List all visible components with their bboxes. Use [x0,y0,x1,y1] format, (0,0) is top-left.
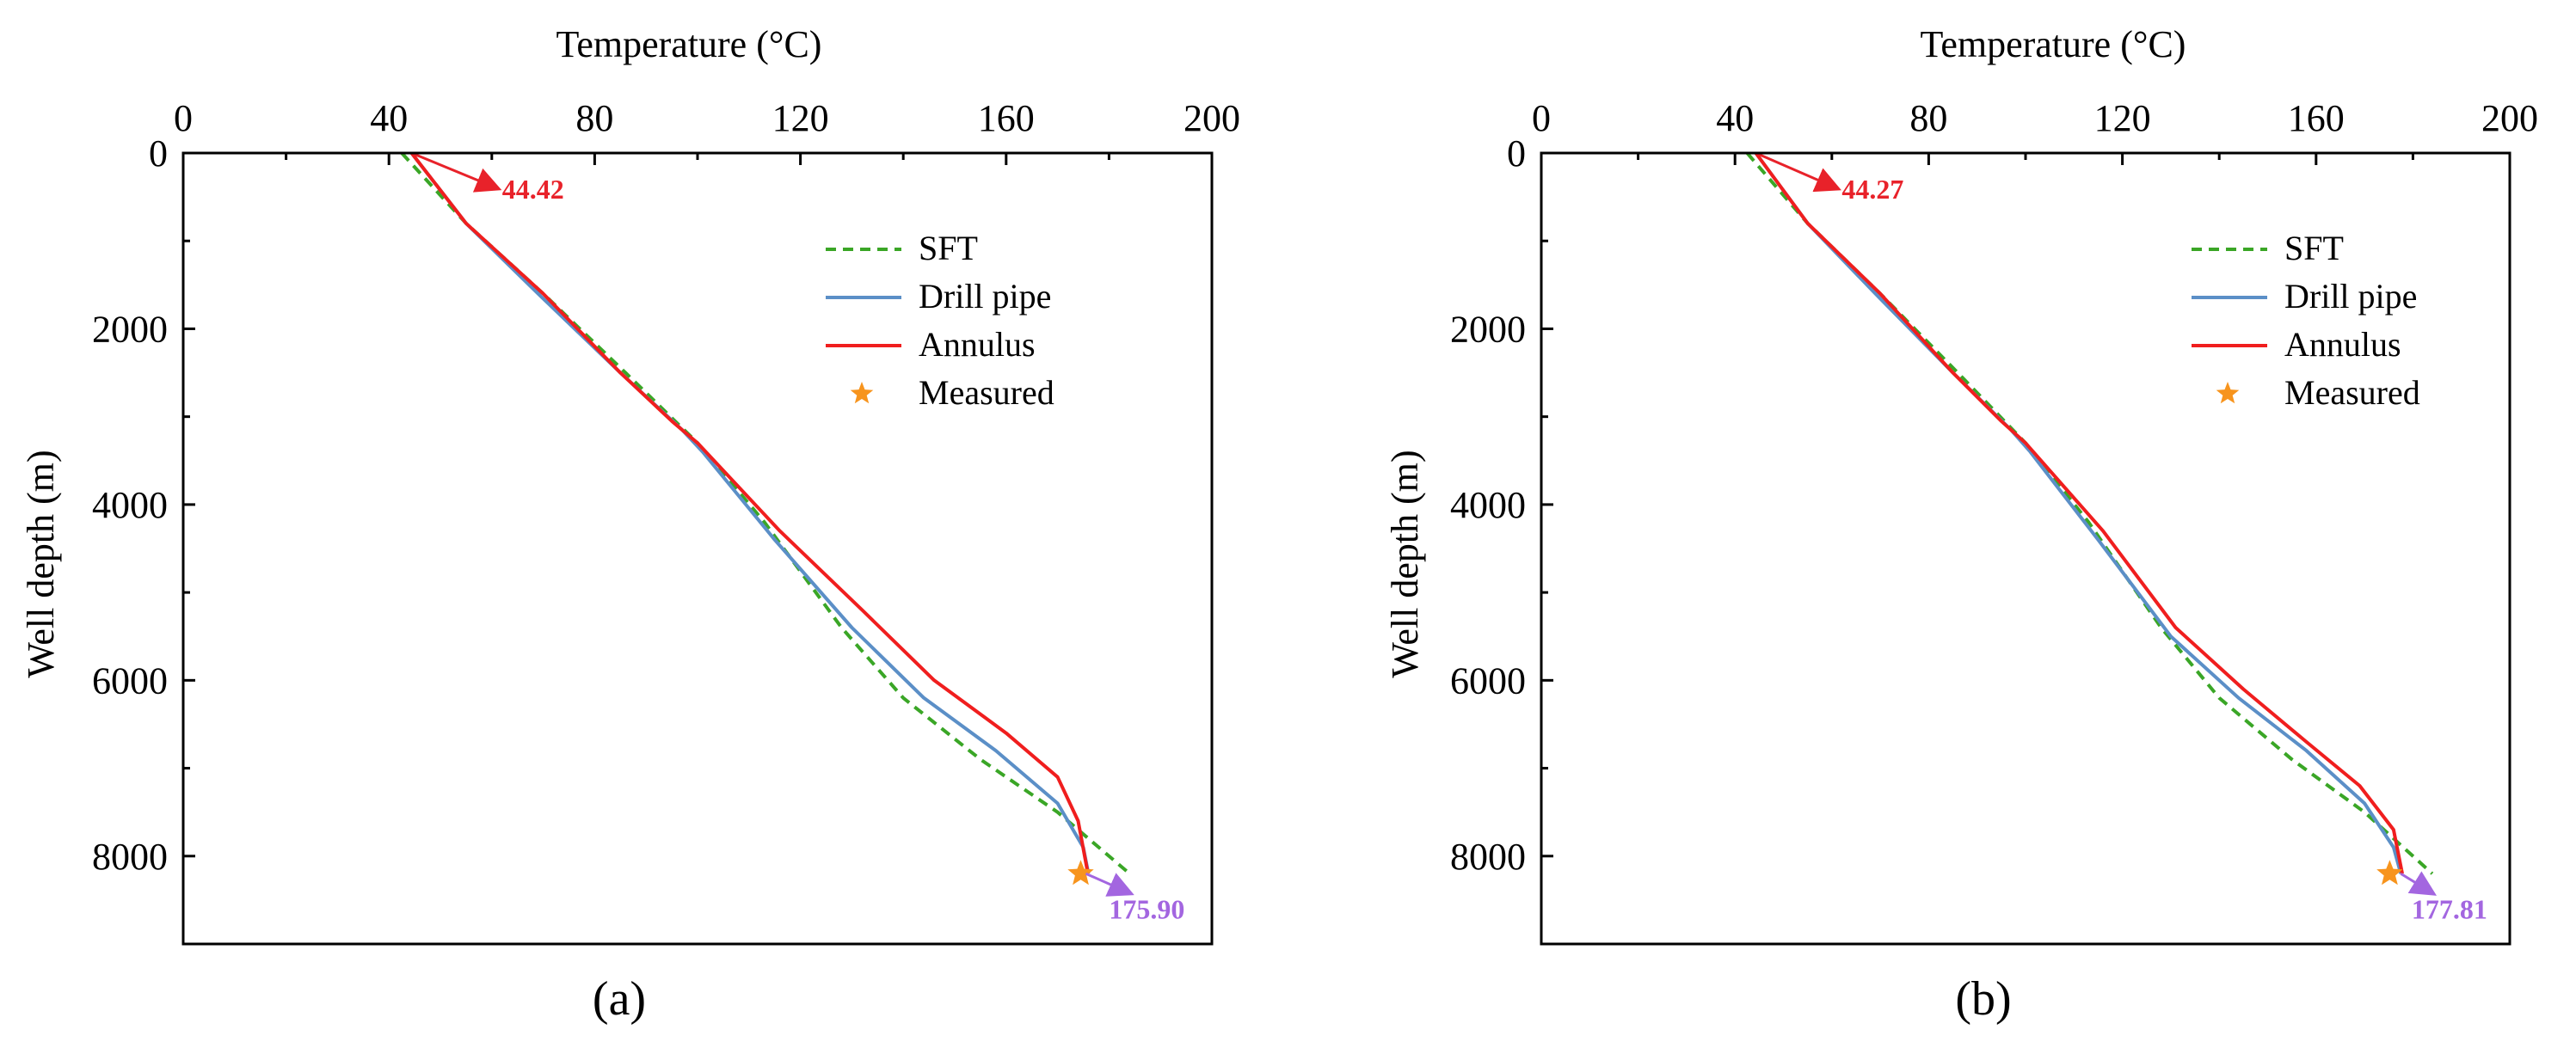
series-group [400,151,1131,886]
x-tick-label: 0 [1532,97,1551,139]
y-tick-label: 6000 [1450,659,1526,702]
y-tick-label: 0 [1507,132,1526,175]
legend-label: Drill pipe [919,277,1051,316]
annotations: 44.27 177.81 [1755,151,2487,925]
y-tick-label: 8000 [1450,836,1526,878]
y-tick-label: 0 [149,132,168,175]
annotations: 44.42 175.90 [410,151,1184,925]
legend-label: Annulus [2284,325,2401,364]
annotation-label: 44.42 [502,174,564,205]
y-tick-label: 4000 [92,484,168,526]
x-tick-label: 160 [978,97,1035,139]
annotation-arrow [1755,151,1841,193]
annotation-label: 177.81 [2412,894,2487,925]
y-axis-title: Well depth (m) [1384,450,1426,677]
legend-label: SFT [2284,229,2344,267]
y-tick-label: 6000 [92,659,168,702]
legend-label: Measured [919,373,1054,412]
legend-swatch [850,382,874,404]
x-tick-label: 80 [575,97,613,139]
x-tick-label: 40 [1716,97,1754,139]
plot-frame [1540,151,2511,946]
x-axis-title: Temperature (°C) [1921,23,2186,65]
measured-point [1067,860,1094,886]
y-tick-label: 4000 [1450,484,1526,526]
series-line-drill-pipe [1754,151,2403,874]
x-tick-label: 160 [2288,97,2345,139]
panel-label: (b) [1955,972,2011,1026]
annotation-arrow [1085,872,1134,897]
x-axis-title: Temperature (°C) [556,23,822,65]
series-group [1745,151,2434,886]
legend-swatch [2216,382,2240,404]
y-tick-label: 2000 [1450,308,1526,350]
legend-label: Measured [2284,373,2420,412]
legend: SFT Drill pipe Annulus Measured [2192,229,2420,412]
annotation-label: 175.90 [1109,894,1184,925]
x-tick-label: 200 [1183,97,1240,139]
series-line-drill-pipe [409,151,1091,874]
series-line-annulus [1754,151,2404,874]
panel-label: (a) [593,972,646,1026]
annotation-arrow [2400,871,2438,896]
y-axis-title: Well depth (m) [20,450,62,677]
y-tick-label: 8000 [92,836,168,878]
legend-label: Annulus [919,325,1036,364]
legend-label: Drill pipe [2284,277,2417,316]
chart-panel-a: Temperature (°C) Well depth (m) 0 40 80 120… [20,23,1240,1026]
legend-label: SFT [919,229,978,267]
plot-frame [181,151,1214,946]
x-tick-label: 200 [2481,97,2538,139]
annotation-label: 44.27 [1841,174,1903,205]
series-line-annulus [409,151,1090,874]
x-tick-label: 80 [1909,97,1947,139]
measured-point [2376,860,2403,886]
chart-panel-b: Temperature (°C) Well depth (m) 0 40 80 120… [1384,23,2538,1026]
x-tick-label: 40 [370,97,408,139]
x-tick-label: 0 [174,97,193,139]
x-tick-label: 120 [2094,97,2151,139]
y-tick-label: 2000 [92,308,168,350]
annotation-arrow [410,151,502,193]
legend: SFT Drill pipe Annulus Measured [826,229,1054,412]
x-tick-label: 120 [772,97,829,139]
